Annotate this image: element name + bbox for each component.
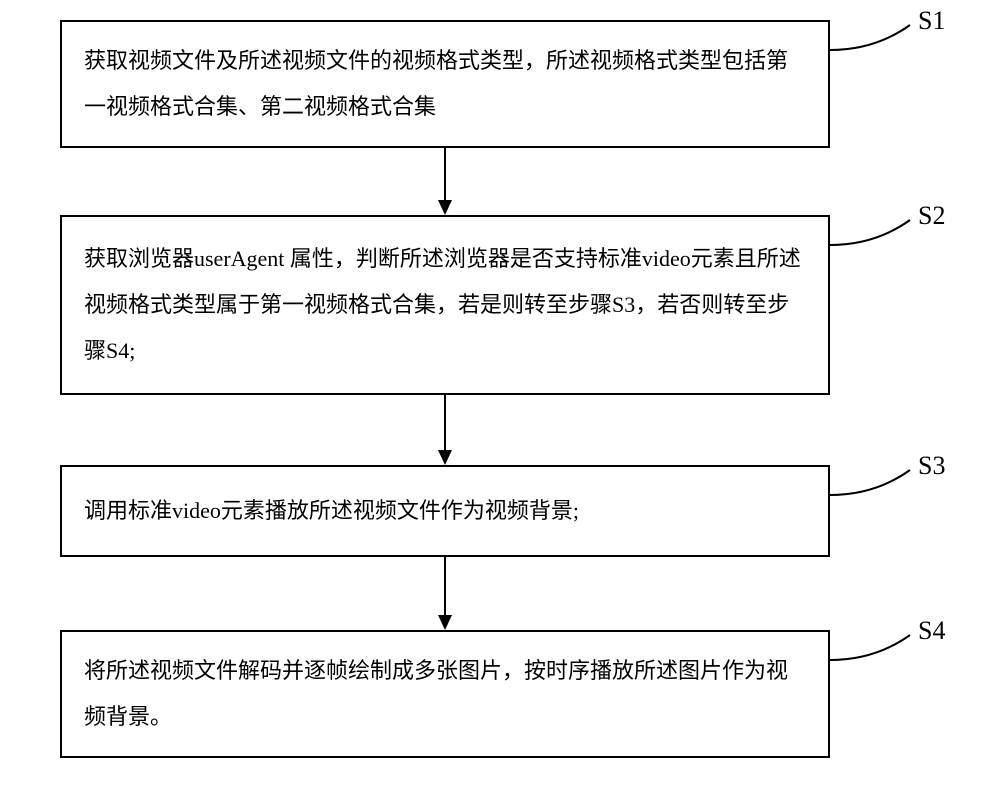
step-s1-text: 获取视频文件及所述视频文件的视频格式类型，所述视频格式类型包括第一视频格式合集、… [84, 38, 806, 130]
arrow-s1-s2 [445, 148, 446, 215]
flowchart-canvas: 获取视频文件及所述视频文件的视频格式类型，所述视频格式类型包括第一视频格式合集、… [0, 0, 1000, 795]
label-s4: S4 [918, 616, 945, 646]
arrow-s3-s4 [445, 557, 446, 630]
leader-s4 [830, 630, 930, 670]
step-s1-box: 获取视频文件及所述视频文件的视频格式类型，所述视频格式类型包括第一视频格式合集、… [60, 20, 830, 148]
label-s3: S3 [918, 451, 945, 481]
step-s3-text: 调用标准video元素播放所述视频文件作为视频背景; [84, 488, 806, 534]
step-s4-box: 将所述视频文件解码并逐帧绘制成多张图片，按时序播放所述图片作为视频背景。 [60, 630, 830, 758]
label-s2: S2 [918, 201, 945, 231]
arrow-s2-s3 [445, 395, 446, 465]
step-s4-text: 将所述视频文件解码并逐帧绘制成多张图片，按时序播放所述图片作为视频背景。 [84, 648, 806, 740]
leader-s3 [830, 465, 930, 505]
step-s2-box: 获取浏览器userAgent 属性，判断所述浏览器是否支持标准video元素且所… [60, 215, 830, 395]
label-s1: S1 [918, 6, 945, 36]
leader-s1 [830, 20, 930, 60]
leader-s2 [830, 215, 930, 255]
step-s3-box: 调用标准video元素播放所述视频文件作为视频背景; [60, 465, 830, 557]
step-s2-text: 获取浏览器userAgent 属性，判断所述浏览器是否支持标准video元素且所… [84, 236, 806, 375]
